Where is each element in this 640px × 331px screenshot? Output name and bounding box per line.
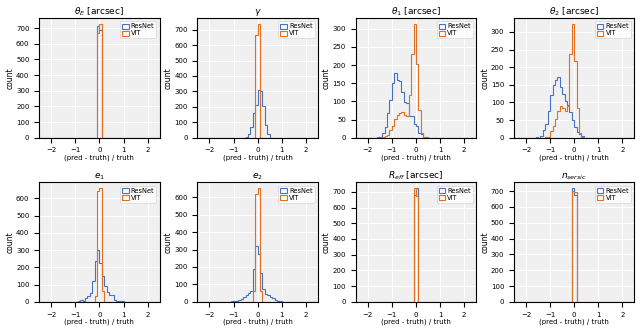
Y-axis label: count: count — [322, 231, 331, 253]
Title: $\theta_1$ [arcsec]: $\theta_1$ [arcsec] — [391, 6, 441, 18]
Title: $R_{eff}$ [arcsec]: $R_{eff}$ [arcsec] — [388, 170, 444, 182]
X-axis label: (pred - truth) / truth: (pred - truth) / truth — [381, 155, 451, 161]
Legend: ResNet, ViT: ResNet, ViT — [436, 185, 473, 203]
X-axis label: (pred - truth) / truth: (pred - truth) / truth — [540, 155, 609, 161]
Legend: ResNet, ViT: ResNet, ViT — [120, 22, 156, 38]
X-axis label: (pred - truth) / truth: (pred - truth) / truth — [540, 319, 609, 325]
Title: $\theta_E$ [arcsec]: $\theta_E$ [arcsec] — [74, 6, 125, 18]
X-axis label: (pred - truth) / truth: (pred - truth) / truth — [65, 155, 134, 161]
Title: $e_1$: $e_1$ — [94, 172, 105, 182]
Y-axis label: count: count — [164, 67, 173, 89]
Y-axis label: count: count — [481, 67, 490, 89]
Legend: ResNet, ViT: ResNet, ViT — [278, 185, 315, 203]
X-axis label: (pred - truth) / truth: (pred - truth) / truth — [223, 319, 292, 325]
X-axis label: (pred - truth) / truth: (pred - truth) / truth — [381, 319, 451, 325]
X-axis label: (pred - truth) / truth: (pred - truth) / truth — [65, 319, 134, 325]
Legend: ResNet, ViT: ResNet, ViT — [120, 185, 156, 203]
Y-axis label: count: count — [481, 231, 490, 253]
Y-axis label: count: count — [322, 67, 331, 89]
Title: $e_2$: $e_2$ — [252, 172, 263, 182]
Title: $\theta_2$ [arcsec]: $\theta_2$ [arcsec] — [549, 6, 599, 18]
Legend: ResNet, ViT: ResNet, ViT — [595, 22, 631, 38]
Title: $n_{sersic}$: $n_{sersic}$ — [561, 172, 587, 182]
Y-axis label: count: count — [164, 231, 173, 253]
Legend: ResNet, ViT: ResNet, ViT — [436, 22, 473, 38]
Y-axis label: count: count — [6, 231, 15, 253]
Legend: ResNet, ViT: ResNet, ViT — [278, 22, 315, 38]
X-axis label: (pred - truth) / truth: (pred - truth) / truth — [223, 155, 292, 161]
Y-axis label: count: count — [6, 67, 15, 89]
Title: $\gamma$: $\gamma$ — [254, 7, 262, 18]
Legend: ResNet, ViT: ResNet, ViT — [595, 185, 631, 203]
